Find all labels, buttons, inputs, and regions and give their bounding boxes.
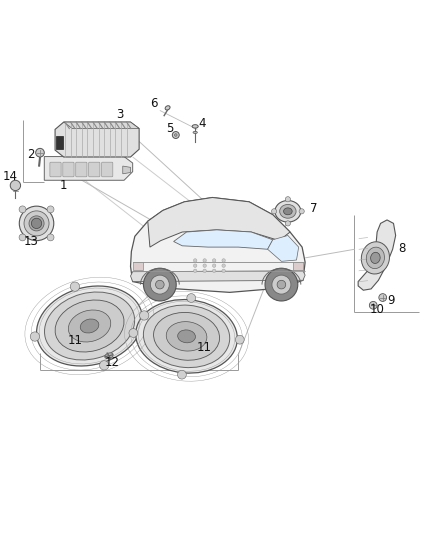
Polygon shape — [123, 166, 131, 174]
Text: 6: 6 — [151, 97, 158, 110]
Ellipse shape — [154, 312, 219, 360]
Ellipse shape — [275, 200, 301, 222]
Text: 10: 10 — [370, 303, 385, 316]
Circle shape — [235, 335, 244, 344]
Circle shape — [285, 221, 290, 226]
Circle shape — [30, 332, 39, 341]
FancyBboxPatch shape — [89, 162, 100, 177]
Text: 8: 8 — [399, 242, 406, 255]
Circle shape — [277, 280, 286, 289]
Polygon shape — [173, 230, 273, 249]
Circle shape — [174, 134, 177, 136]
FancyBboxPatch shape — [57, 136, 63, 149]
Polygon shape — [148, 198, 290, 247]
Circle shape — [203, 259, 206, 262]
FancyBboxPatch shape — [50, 162, 61, 177]
Ellipse shape — [165, 106, 170, 110]
Circle shape — [222, 269, 226, 272]
Text: 3: 3 — [116, 108, 124, 121]
Ellipse shape — [68, 310, 111, 342]
Circle shape — [203, 264, 206, 268]
Polygon shape — [268, 236, 299, 261]
Polygon shape — [44, 157, 133, 180]
FancyBboxPatch shape — [133, 262, 144, 270]
FancyBboxPatch shape — [102, 162, 113, 177]
Ellipse shape — [166, 321, 207, 351]
Ellipse shape — [371, 252, 380, 263]
FancyBboxPatch shape — [293, 262, 303, 270]
Ellipse shape — [192, 125, 198, 128]
Ellipse shape — [366, 247, 385, 269]
Ellipse shape — [80, 319, 99, 333]
Text: 5: 5 — [166, 122, 174, 135]
Circle shape — [19, 206, 26, 213]
Text: 2: 2 — [27, 148, 34, 161]
Circle shape — [10, 180, 21, 191]
Text: 7: 7 — [310, 202, 318, 215]
Ellipse shape — [361, 242, 389, 274]
Polygon shape — [64, 122, 139, 128]
Circle shape — [203, 269, 206, 272]
Circle shape — [177, 370, 186, 379]
Text: 14: 14 — [2, 171, 18, 183]
Circle shape — [19, 234, 26, 241]
Circle shape — [222, 264, 226, 268]
Circle shape — [129, 328, 138, 337]
Text: 1: 1 — [60, 179, 67, 192]
Text: 11: 11 — [196, 341, 211, 354]
Ellipse shape — [24, 211, 49, 236]
FancyBboxPatch shape — [76, 162, 87, 177]
Circle shape — [369, 302, 377, 309]
Circle shape — [70, 282, 80, 292]
Circle shape — [140, 311, 149, 320]
Circle shape — [222, 259, 226, 262]
Ellipse shape — [55, 300, 124, 352]
Circle shape — [272, 275, 291, 294]
Circle shape — [265, 268, 298, 301]
Polygon shape — [131, 271, 305, 281]
Circle shape — [212, 269, 216, 272]
Text: 4: 4 — [198, 117, 206, 130]
Circle shape — [47, 206, 54, 213]
Ellipse shape — [280, 205, 296, 218]
Text: 12: 12 — [105, 356, 120, 369]
Circle shape — [285, 197, 290, 202]
Circle shape — [47, 234, 54, 241]
Text: 13: 13 — [24, 235, 39, 248]
Circle shape — [32, 218, 42, 229]
Ellipse shape — [283, 208, 292, 215]
Circle shape — [172, 132, 179, 139]
Ellipse shape — [105, 353, 113, 359]
Ellipse shape — [36, 286, 143, 366]
Ellipse shape — [29, 216, 44, 231]
Polygon shape — [131, 198, 305, 293]
Circle shape — [155, 280, 164, 289]
Circle shape — [99, 361, 109, 370]
Circle shape — [194, 264, 197, 268]
Text: 9: 9 — [388, 295, 395, 308]
Ellipse shape — [178, 330, 195, 343]
Circle shape — [212, 259, 216, 262]
Text: 11: 11 — [68, 334, 83, 347]
FancyBboxPatch shape — [63, 162, 74, 177]
Circle shape — [194, 259, 197, 262]
Circle shape — [194, 269, 197, 272]
Ellipse shape — [19, 206, 54, 240]
Circle shape — [144, 268, 176, 301]
Polygon shape — [55, 122, 139, 157]
Circle shape — [150, 275, 170, 294]
Polygon shape — [358, 220, 396, 290]
Circle shape — [187, 294, 196, 302]
Ellipse shape — [45, 292, 134, 360]
Circle shape — [379, 294, 387, 302]
Circle shape — [212, 264, 216, 268]
Ellipse shape — [136, 300, 237, 373]
Circle shape — [272, 209, 277, 214]
Ellipse shape — [193, 131, 198, 133]
Circle shape — [299, 209, 304, 214]
Circle shape — [35, 148, 44, 157]
Ellipse shape — [143, 305, 230, 368]
